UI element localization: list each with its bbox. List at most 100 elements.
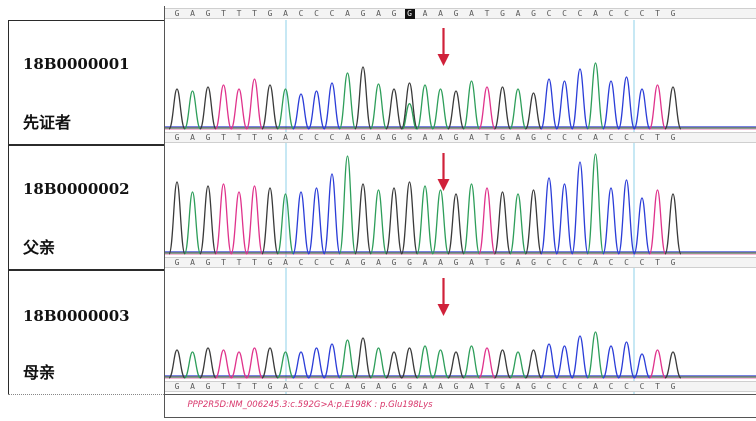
- trace-peak: [509, 351, 527, 379]
- trace-peak: [292, 93, 310, 130]
- base-letter: T: [484, 133, 490, 142]
- base-letter: T: [655, 133, 660, 142]
- trace-peak: [183, 191, 202, 255]
- base-letter: G: [267, 133, 273, 142]
- base-letter: T: [236, 133, 242, 142]
- base-letter: C: [624, 258, 629, 267]
- base-letter: C: [314, 382, 319, 391]
- trace-peak: [230, 88, 248, 130]
- base-letter: T: [484, 382, 490, 391]
- base-letter: G: [205, 258, 211, 267]
- trace-peak: [540, 343, 558, 379]
- base-letter: T: [221, 133, 226, 142]
- base-letter: G: [670, 382, 676, 391]
- trace-peak: [292, 351, 310, 379]
- base-letter: G: [453, 382, 459, 391]
- trace-peak: [555, 345, 574, 379]
- divider: [8, 394, 164, 395]
- sample-label-box-1: 18B0000001 先证者: [8, 20, 164, 145]
- base-letter: C: [624, 382, 629, 391]
- trace-peak: [586, 62, 605, 130]
- base-letter: T: [252, 133, 257, 142]
- trace-peak: [307, 347, 326, 379]
- base-letter: C: [562, 258, 567, 267]
- arrow-head-icon: [437, 179, 450, 191]
- trace-peak: [369, 189, 388, 255]
- base-letter: A: [593, 9, 598, 18]
- trace-peak: [369, 83, 388, 130]
- trace-peak: [509, 88, 527, 130]
- base-letter: A: [422, 133, 428, 142]
- chromatogram-trace: [165, 270, 756, 394]
- trace-peak: [276, 193, 295, 255]
- base-letter: G: [174, 133, 180, 142]
- trace-peak: [555, 80, 574, 130]
- base-letter: C: [298, 382, 304, 391]
- base-letter: C: [314, 258, 319, 267]
- base-letter: A: [283, 133, 288, 142]
- trace-peak: [493, 191, 512, 255]
- base-letter: A: [190, 382, 195, 391]
- trace-peak: [354, 337, 372, 379]
- base-letter: G: [174, 382, 180, 391]
- trace-peak: [354, 66, 372, 130]
- base-letter: T: [655, 382, 660, 391]
- base-letter: A: [469, 9, 474, 18]
- base-letter: G: [360, 9, 366, 18]
- trace-peak: [168, 181, 186, 255]
- base-letter: T: [236, 258, 242, 267]
- base-letter: A: [469, 133, 474, 142]
- trace-peak: [168, 88, 186, 130]
- base-letter: C: [608, 9, 614, 18]
- trace-peak: [462, 345, 481, 379]
- base-letter: G: [174, 9, 180, 18]
- base-letter: G: [404, 9, 415, 19]
- trace-peak: [586, 153, 605, 255]
- trace-peak: [230, 351, 248, 379]
- trace-peak: [400, 82, 419, 130]
- base-letter: A: [422, 258, 428, 267]
- base-letter: C: [639, 382, 645, 391]
- base-letter: A: [593, 133, 598, 142]
- chromatogram-trace: [165, 20, 756, 145]
- base-letter: G: [407, 258, 412, 267]
- trace-peak: [292, 191, 310, 255]
- base-letter: C: [577, 133, 583, 142]
- trace-peak: [416, 185, 434, 255]
- trace-peak: [261, 187, 279, 255]
- variant-caption-box: PPP2R5D:NM_006245.3:c.592G>A:p.E198K : p…: [164, 394, 756, 418]
- base-letter: T: [252, 258, 257, 267]
- base-letter: C: [546, 9, 552, 18]
- base-letter: C: [608, 382, 614, 391]
- base-letter: G: [205, 133, 211, 142]
- arrow-head-icon: [437, 304, 450, 316]
- base-letter: C: [577, 258, 583, 267]
- base-letter: C: [624, 9, 629, 18]
- base-letter: G: [670, 258, 676, 267]
- base-letter: A: [593, 258, 598, 267]
- trace-peak: [493, 349, 512, 379]
- base-letter: C: [639, 258, 645, 267]
- base-letter: G: [391, 258, 397, 267]
- trace-peak: [540, 78, 558, 130]
- trace-peak: [462, 183, 481, 255]
- base-letter: A: [283, 258, 288, 267]
- trace-peak: [230, 191, 248, 255]
- base-letter: G: [267, 382, 273, 391]
- trace-peak: [245, 347, 264, 379]
- trace-peak: [664, 86, 682, 130]
- trace-peak: [416, 84, 434, 130]
- trace-peak: [183, 351, 202, 379]
- trace-peak: [633, 197, 651, 255]
- base-letter: A: [438, 133, 443, 142]
- base-letter: A: [190, 9, 195, 18]
- base-letter: A: [345, 382, 350, 391]
- base-letter: C: [608, 133, 614, 142]
- sample-relation: 先证者: [23, 113, 72, 132]
- trace-peak: [338, 72, 357, 130]
- base-letter: C: [608, 258, 614, 267]
